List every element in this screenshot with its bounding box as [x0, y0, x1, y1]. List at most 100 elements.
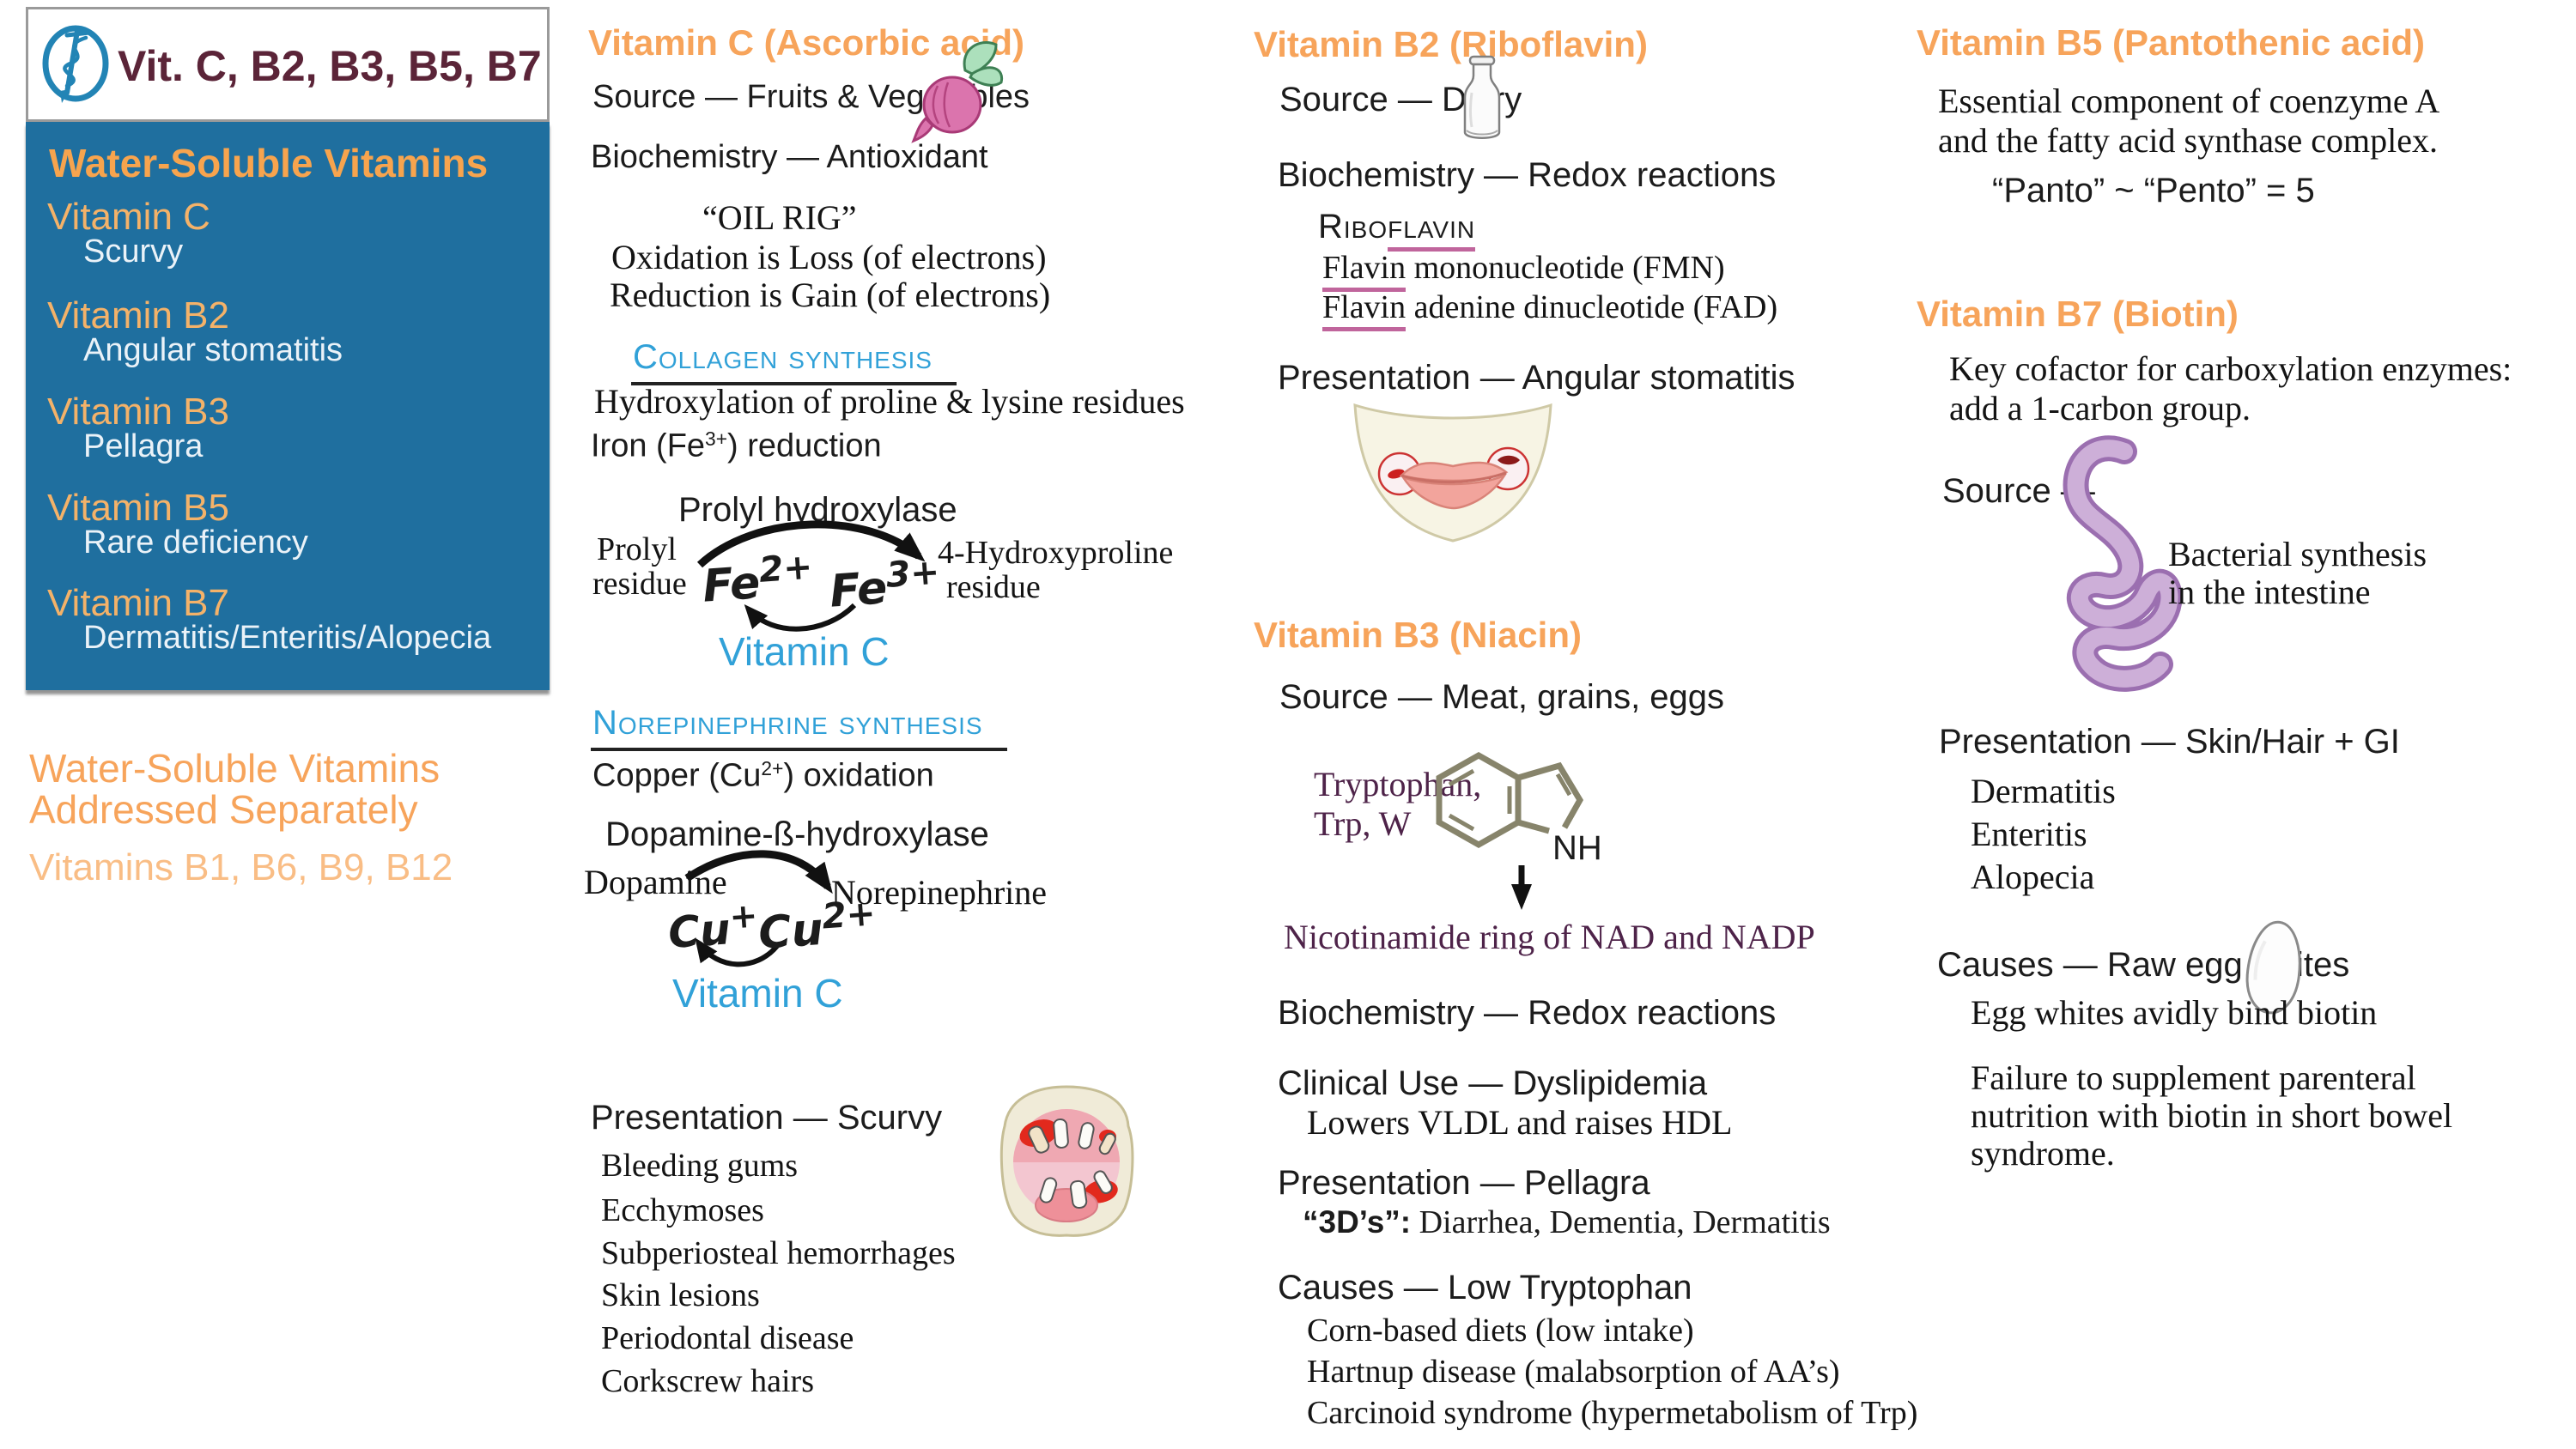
scurvy-mouth-illustration: [999, 1085, 1134, 1237]
sidebar-deficiency-scurvy: Scurvy: [83, 233, 184, 270]
fmn-rest: mononucleotide (FMN): [1406, 250, 1725, 286]
vitamin-b3-title: Vitamin B3 (Niacin): [1254, 615, 1582, 655]
collagen-line1: Hydroxylation of proline & lysine residu…: [594, 382, 1185, 421]
vitamin-b5-title: Vitamin B5 (Pantothenic acid): [1917, 22, 2425, 63]
fad-flavin-underlined: Flavin: [1322, 289, 1406, 331]
riboflavin-flavin-underlined: flavin: [1388, 208, 1476, 252]
sidebar-item-vitamin-b5: Vitamin B5: [47, 487, 229, 529]
sidebar-header-box: [26, 7, 550, 122]
scurvy-item-4: Periodontal disease: [601, 1320, 854, 1356]
separate-vitamins-heading-line2: Addressed Separately: [29, 787, 418, 832]
vitamin-b7-title: Vitamin B7 (Biotin): [1917, 294, 2239, 334]
b7-causes-sub: Egg whites avidly bind biotin: [1971, 993, 2378, 1032]
scurvy-item-3: Skin lesions: [601, 1277, 760, 1313]
sidebar-deficiency-rare: Rare deficiency: [83, 524, 308, 561]
cu2-base: Cu: [756, 903, 825, 960]
egg-icon: [2245, 920, 2301, 1015]
copper-oxidation-line: Copper (Cu2+) oxidation: [592, 757, 934, 795]
copper-post: ) oxidation: [783, 757, 934, 794]
vitamin-b5-desc-line1: Essential component of coenzyme A: [1938, 82, 2440, 120]
sidebar-deficiency-angular-stomatitis: Angular stomatitis: [83, 332, 343, 368]
sidebar-deficiency-pellagra: Pellagra: [83, 428, 204, 464]
nh-label: NH: [1552, 829, 1602, 867]
copper-sup: 2+: [761, 757, 784, 779]
pellagra-3ds-list: Diarrhea, Dementia, Dermatitis: [1411, 1204, 1831, 1240]
sidebar-blue-panel: [26, 122, 550, 690]
iron-reduction-line: Iron (Fe3+) reduction: [591, 427, 882, 465]
b7-causes-para-line3: syndrome.: [1971, 1134, 2115, 1173]
fe3-base: Fe: [828, 562, 890, 618]
iron-pre: Iron (Fe: [591, 427, 706, 464]
oil-rig-line1: Oxidation is Loss (of electrons): [611, 238, 1047, 276]
vitamin-c-presentation: Presentation — Scurvy: [591, 1099, 943, 1137]
riboflavin-prefix: Ribo: [1318, 208, 1388, 246]
tryptophan-to-nad-arrow-icon: [1511, 865, 1532, 910]
b3-cause-item-0: Corn-based diets (low intake): [1307, 1313, 1694, 1349]
vitamin-b3-clinical-use: Clinical Use — Dyslipidemia: [1278, 1064, 1708, 1102]
copper-pre: Copper (Cu: [592, 757, 762, 794]
b3-cause-item-1: Hartnup disease (malabsorption of AA’s): [1307, 1354, 1840, 1390]
pellagra-3ds: “3D’s”:: [1303, 1204, 1412, 1240]
oil-rig-mnemonic: “OIL RIG”: [702, 198, 857, 237]
pellagra-3ds-line: “3D’s”: Diarrhea, Dementia, Dermatitis: [1303, 1203, 1831, 1241]
vitamin-b7-desc-line1: Key cofactor for carboxylation enzymes:: [1949, 349, 2512, 388]
angular-stomatitis-illustration: [1353, 403, 1552, 543]
vitamin-b2-presentation: Presentation — Angular stomatitis: [1278, 359, 1795, 397]
collagen-synthesis-heading: Collagen synthesis: [631, 338, 957, 385]
dopamine-b-hydroxylase-label: Dopamine-ß-hydroxylase: [605, 815, 989, 853]
bacterial-synthesis-line2: in the intestine: [2168, 573, 2371, 611]
b7-causes-para-line1: Failure to supplement parenteral: [1971, 1058, 2416, 1097]
vitamin-b3-presentation: Presentation — Pellagra: [1278, 1164, 1650, 1202]
bacterial-synthesis-line1: Bacterial synthesis: [2168, 535, 2427, 573]
cu1-base: Cu: [666, 904, 732, 959]
scurvy-item-0: Bleeding gums: [601, 1148, 799, 1184]
norepinephrine-synthesis-heading: Norepinephrine synthesis: [591, 704, 1007, 751]
sidebar-item-vitamin-b7: Vitamin B7: [47, 582, 229, 624]
vitamin-b5-desc-line2: and the fatty acid synthase complex.: [1938, 121, 2439, 160]
norepinephrine-label: Norepinephrine: [831, 873, 1048, 912]
fad-line: Flavin adenine dinucleotide (FAD): [1322, 288, 1778, 331]
b7-causes-para-line2: nutrition with biotin in short bowel: [1971, 1096, 2453, 1135]
iron-sup: 3+: [705, 427, 728, 450]
scurvy-item-2: Subperiosteal hemorrhages: [601, 1235, 956, 1271]
fmn-line: Flavin mononucleotide (FMN): [1322, 249, 1725, 292]
hydroxyproline-line1: 4-Hydroxyproline: [938, 535, 1174, 571]
panel-heading: Water-Soluble Vitamins: [49, 141, 489, 185]
cu2-label: Cu2+: [756, 892, 878, 960]
cu2-sup: 2+: [820, 892, 878, 937]
vitamin-b3-biochem: Biochemistry — Redox reactions: [1278, 994, 1777, 1032]
fe3-label: Fe3+: [828, 551, 942, 618]
vitamin-b3-source: Source — Meat, grains, eggs: [1279, 678, 1725, 716]
b7-presentation-item-2: Alopecia: [1971, 858, 2095, 896]
indole-ring-illustration: [1436, 751, 1584, 849]
b7-presentation-item-1: Enteritis: [1971, 815, 2087, 853]
hydroxyproline-line2: residue: [946, 569, 1041, 605]
prolyl-residue-line2: residue: [592, 566, 687, 602]
vitamin-c-cycle-label-2: Vitamin C: [672, 971, 843, 1016]
fe2-base: Fe: [701, 557, 762, 613]
fe2-sup: 2+: [757, 545, 814, 591]
vitamin-b3-clinical-sub: Lowers VLDL and raises HDL: [1307, 1103, 1733, 1142]
oil-rig-line2: Reduction is Gain (of electrons): [610, 276, 1051, 314]
fmn-flavin-underlined: Flavin: [1322, 250, 1406, 292]
separate-vitamins-list: Vitamins B1, B6, B9, B12: [29, 846, 453, 888]
intestine-illustration: [2063, 435, 2183, 692]
riboflavin-word: Riboflavin: [1318, 208, 1476, 252]
tryptophan-label-line2: Trp, W: [1314, 804, 1412, 843]
sidebar-title: Vit. C, B2, B3, B5, B7: [118, 42, 542, 90]
fe3-sup: 3+: [884, 550, 941, 596]
vitamin-c-biochem: Biochemistry — Antioxidant: [591, 139, 988, 175]
scurvy-item-1: Ecchymoses: [601, 1192, 764, 1228]
milk-bottle-icon: [1463, 55, 1501, 139]
radish-icon: [911, 41, 1004, 143]
copper-redox-cycle-arrows-icon: [684, 850, 833, 967]
vitamin-c-cycle-label-1: Vitamin C: [719, 629, 890, 674]
sidebar-item-vitamin-c: Vitamin C: [47, 196, 210, 238]
scurvy-item-5: Corkscrew hairs: [601, 1363, 814, 1399]
b7-presentation-item-0: Dermatitis: [1971, 772, 2116, 810]
cu1-label: Cu+: [666, 896, 760, 958]
fad-rest: adenine dinucleotide (FAD): [1406, 289, 1778, 325]
vitamin-b7-desc-line2: add a 1-carbon group.: [1949, 389, 2251, 427]
nicotinamide-line: Nicotinamide ring of NAD and NADP: [1284, 918, 1815, 956]
fe2-label: Fe2+: [701, 546, 815, 613]
